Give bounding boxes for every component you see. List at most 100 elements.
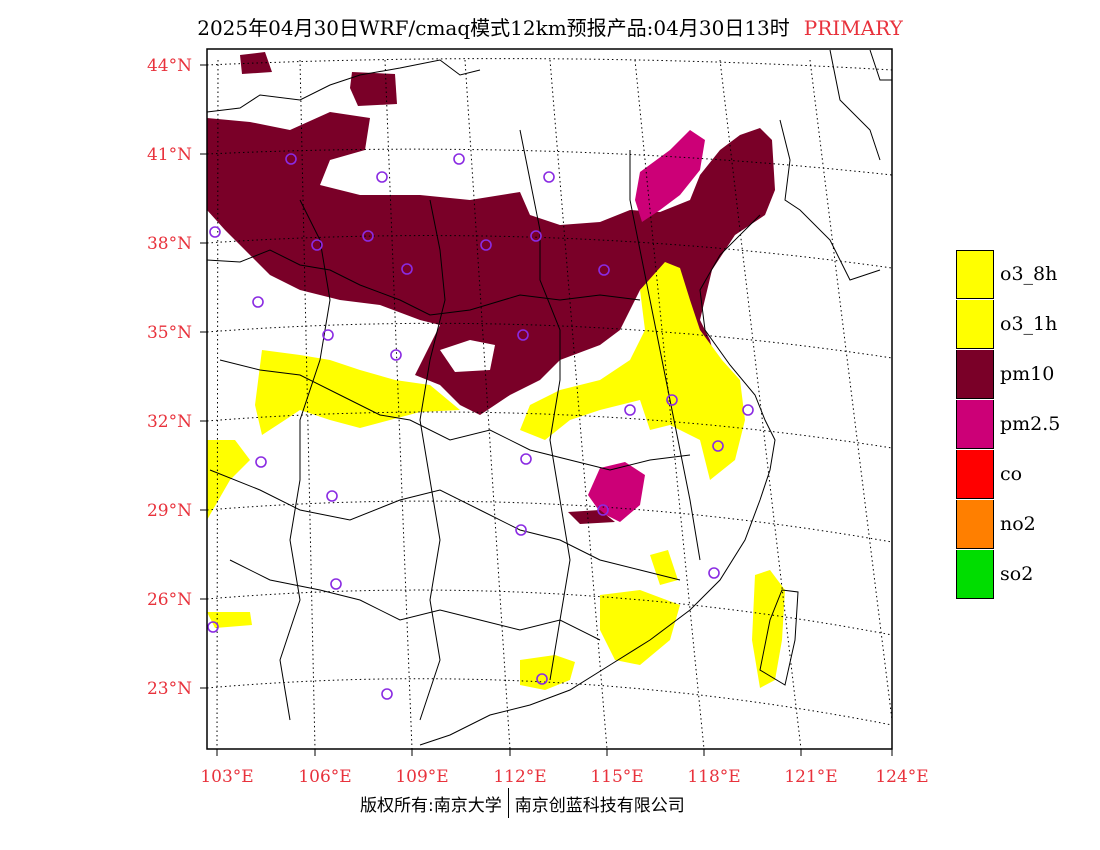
lat-label: 23°N [147,679,192,699]
legend-label: o3_1h [1000,313,1058,335]
station-marker [362,230,374,242]
legend-label: no2 [1000,513,1036,535]
lon-label: 109°E [395,767,448,787]
lat-label: 32°N [147,412,192,432]
legend-swatch [956,399,994,449]
o3-region-guangdong [520,655,575,690]
pm25-region-north [635,130,705,222]
lat-labels: 44°N 41°N 38°N 35°N 32°N 29°N 26°N 23°N [147,56,192,699]
station-marker [326,490,338,502]
footer-divider [507,788,509,818]
lat-label: 35°N [147,323,192,343]
station-marker [330,578,342,590]
station-marker [285,153,297,165]
legend-item-pm2-5: pm2.5 [956,399,1060,449]
station-marker [517,329,529,341]
lat-label: 41°N [147,145,192,165]
pollutant-legend: o3_8h o3_1h pm10 pm2.5 co no2 so2 [956,249,1060,599]
station-marker [209,226,221,238]
axis-ticks [200,64,893,756]
legend-label: so2 [1000,563,1034,585]
legend-item-no2: no2 [956,499,1060,549]
graticule [207,58,892,749]
legend-swatch [956,349,994,399]
o3-region-guangxi [207,612,252,628]
o3-region-west [255,350,460,435]
copyright-footer: 版权所有:南京大学 南京创蓝科技有限公司 [360,788,685,818]
pm10-central [568,510,615,524]
border-north [207,59,481,113]
station-marker [322,329,334,341]
legend-label: co [1000,463,1023,485]
station-marker [453,153,465,165]
lon-label: 112°E [493,767,546,787]
parallel-23n [207,678,892,726]
o3-region-south [600,590,680,665]
lon-labels: 103°E 106°E 109°E 112°E 115°E 118°E 121°… [200,767,928,787]
legend-swatch [956,549,994,599]
province-boundary-4 [229,559,601,641]
o3-region-fujian [650,550,678,585]
legend-swatch [956,449,994,499]
province-boundary-8 [629,150,701,561]
lon-label: 121°E [784,767,837,787]
copyright-left: 版权所有:南京大学 [360,795,502,816]
o3-region-southwest [207,440,250,520]
legend-swatch [956,249,994,299]
parallel-41n [207,148,892,176]
pollution-layer [207,52,785,690]
station-marker [536,673,548,685]
boundaries [207,49,892,746]
parallel-35n [207,322,892,359]
taiwan-outline [759,589,799,686]
station-marker [712,440,724,452]
station-marker [207,621,219,633]
station-marker [255,456,267,468]
station-marker [515,524,527,536]
province-boundary-3 [209,469,681,581]
lat-label: 44°N [147,56,192,76]
province-boundary-7 [519,129,571,681]
map-frame [206,48,893,750]
lat-label: 38°N [147,234,192,254]
station-marker [598,264,610,276]
legend-swatch [956,499,994,549]
lon-label: 103°E [200,767,253,787]
title-main: 2025年04月30日WRF/cmaq模式12km预报产品:04月30日13时 [197,16,790,40]
lon-label: 106°E [298,767,351,787]
station-marker [520,453,532,465]
legend-item-o3-1h: o3_1h [956,299,1060,349]
lat-label: 26°N [147,590,192,610]
station-marker [597,504,609,516]
station-marker [401,263,413,275]
legend-label: o3_8h [1000,263,1058,285]
station-marker [311,239,323,251]
pm10-blob-top2 [350,72,397,106]
legend-item-co: co [956,449,1060,499]
legend-item-o3-8h: o3_8h [956,249,1060,299]
province-boundary-2 [219,359,691,471]
lon-label: 118°E [687,767,740,787]
legend-swatch [956,299,994,349]
station-marker [708,567,720,579]
station-marker [742,404,754,416]
legend-label: pm10 [1000,363,1055,385]
parallel-44n [207,58,892,71]
meridian-118e [634,59,705,749]
legend-label: pm2.5 [1000,413,1061,435]
station-marker [666,394,678,406]
pm25-region-central [588,462,645,522]
meridian-121e [719,59,802,749]
meridian-124e [809,59,892,721]
copyright-right: 南京创蓝科技有限公司 [514,795,685,816]
station-marker [480,239,492,251]
station-marker [381,688,393,700]
province-boundary-1 [207,249,641,316]
legend-item-so2: so2 [956,549,1060,599]
pm10-region-north [207,112,775,415]
parallel-38n [207,235,892,269]
lon-label: 124°E [875,767,928,787]
meridian-115e [549,59,608,749]
station-markers [207,153,754,700]
